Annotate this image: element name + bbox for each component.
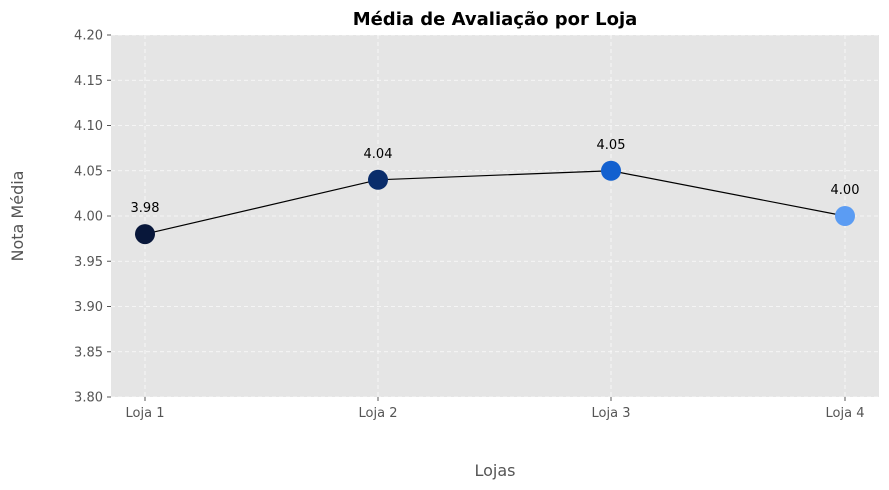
data-label: 3.98	[131, 201, 160, 216]
data-label: 4.00	[831, 183, 860, 198]
series-line	[144, 170, 846, 235]
data-point	[135, 224, 155, 245]
y-tick-label: 3.90	[74, 300, 103, 315]
y-tick-label: 4.00	[74, 210, 103, 225]
x-tick-label: Loja 1	[126, 406, 165, 421]
data-point	[368, 169, 388, 190]
y-tick-label: 4.20	[74, 29, 103, 44]
data-label: 4.04	[364, 147, 393, 162]
y-axis: 3.80 3.85 3.90 3.95 4.00 4.05 4.10 4.15 4.20	[74, 29, 111, 406]
data-points	[135, 160, 855, 245]
y-tick-label: 3.95	[74, 255, 103, 270]
grid-lines	[111, 34, 879, 398]
y-tick-label: 3.85	[74, 345, 103, 360]
y-tick-label: 4.15	[74, 74, 103, 89]
x-tick-label: Loja 2	[359, 406, 398, 421]
x-axis: Loja 1 Loja 2 Loja 3 Loja 4	[126, 397, 865, 421]
data-point	[835, 206, 855, 226]
y-tick-label: 3.80	[74, 391, 103, 406]
x-tick-label: Loja 3	[592, 406, 631, 421]
data-label: 4.05	[597, 138, 626, 153]
data-point	[601, 160, 621, 181]
y-tick-label: 4.10	[74, 119, 103, 134]
x-axis-label: Lojas	[474, 461, 515, 480]
x-tick-label: Loja 4	[826, 406, 865, 421]
y-tick-label: 4.05	[74, 164, 103, 179]
data-labels: 3.98 4.04 4.05 4.00	[131, 138, 860, 216]
y-axis-label: Nota Média	[8, 171, 27, 262]
chart-title: Média de Avaliação por Loja	[353, 9, 638, 30]
